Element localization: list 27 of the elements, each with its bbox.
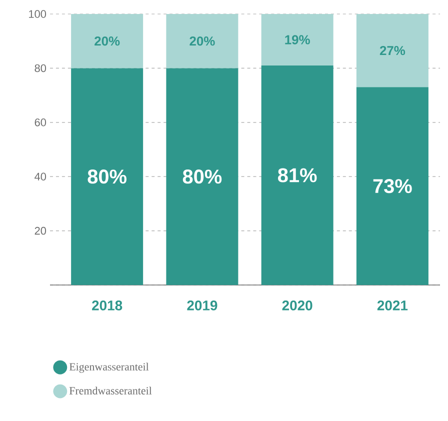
y-tick-label: 40 bbox=[34, 172, 46, 180]
x-tick-label: 2019 bbox=[187, 300, 218, 310]
data-label: 20% bbox=[94, 36, 120, 46]
bar bbox=[261, 14, 334, 66]
bar bbox=[166, 68, 238, 285]
bar bbox=[71, 14, 144, 68]
y-tick-label: 60 bbox=[34, 118, 46, 126]
data-label: 80% bbox=[182, 170, 222, 184]
bar bbox=[166, 14, 238, 68]
data-label: 73% bbox=[373, 179, 412, 194]
x-tick-label: 2020 bbox=[282, 300, 312, 310]
data-label: 81% bbox=[278, 168, 317, 182]
data-label: 27% bbox=[380, 46, 406, 56]
data-label: 80% bbox=[88, 170, 126, 184]
bar bbox=[356, 14, 428, 88]
bar bbox=[261, 65, 334, 285]
y-tick-label: 100 bbox=[29, 10, 46, 18]
bar bbox=[356, 87, 428, 285]
legend-label: Fremdwasseranteil bbox=[69, 386, 152, 394]
legend-label: Eigenwasseranteil bbox=[69, 362, 149, 373]
data-label: 19% bbox=[285, 35, 310, 44]
data-label: 20% bbox=[190, 36, 215, 46]
bar bbox=[71, 68, 144, 285]
x-tick-label: 2021 bbox=[377, 300, 408, 310]
x-tick-label: 2018 bbox=[92, 300, 122, 310]
y-tick-label: 20 bbox=[34, 226, 46, 235]
y-tick-label: 80 bbox=[34, 64, 46, 72]
